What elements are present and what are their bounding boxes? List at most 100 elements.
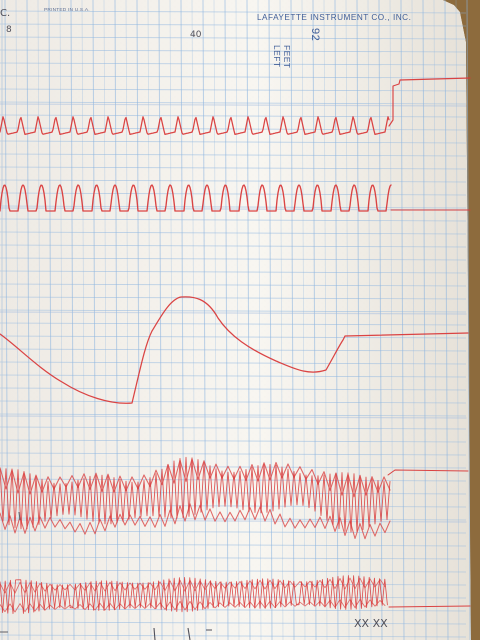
left-label: LEFT: [272, 45, 282, 67]
grid-horizontal-line: [0, 517, 467, 521]
grid-horizontal-line: [0, 140, 467, 144]
grid-vertical-line: [180, 0, 185, 640]
grid-horizontal-line: [0, 257, 467, 261]
grid-horizontal-line: [0, 413, 467, 417]
grid-minor-vertical-line: [147, 0, 152, 640]
grid-minor-vertical-line: [169, 0, 174, 640]
grid-vertical-line: [356, 0, 361, 640]
channel-line: [0, 519, 467, 523]
grid-vertical-line: [466, 0, 471, 640]
grid-horizontal-line: [0, 426, 467, 430]
grid-minor-vertical-line: [257, 0, 262, 640]
grid-horizontal-line: [0, 179, 467, 183]
grid-horizontal-line: [0, 465, 467, 469]
grid-horizontal-line: [0, 88, 467, 92]
manufacturer-label: LAFAYETTE INSTRUMENT CO., INC.: [257, 13, 411, 22]
small-pencil-marks: [0, 511, 21, 633]
grid-horizontal-line: [0, 439, 467, 443]
grid-vertical-line: [400, 0, 405, 640]
grid-minor-vertical-line: [15, 0, 20, 640]
grid-minor-vertical-line: [235, 0, 240, 640]
grid-minor-vertical-line: [59, 0, 64, 640]
grid-horizontal-line: [0, 309, 467, 313]
grid-minor-vertical-line: [345, 0, 350, 640]
grid-vertical-line: [136, 0, 141, 640]
grid-horizontal-line: [0, 10, 467, 14]
printed-note: PRINTED IN U.S.A.: [44, 7, 90, 13]
grid-horizontal-line: [0, 556, 467, 560]
grid-horizontal-line: [0, 244, 467, 248]
grid-horizontal-line: [0, 296, 467, 300]
cardio-band-dense: [0, 456, 391, 533]
bottom-trace-tail: [388, 605, 471, 608]
grid-vertical-line: [268, 0, 273, 640]
pencil-marks: [153, 627, 212, 640]
handwritten-number: 40: [190, 30, 202, 40]
grid-horizontal-line: [0, 36, 467, 40]
bottom-band-top-edge: [0, 577, 386, 594]
channel-line: [0, 103, 467, 107]
grid-vertical-line: [26, 0, 31, 640]
bottom-band-bottom-edge: [0, 598, 386, 613]
table-edge: [443, 0, 480, 640]
cardio-band-top-edge: [0, 458, 391, 498]
grid-vertical-line: [48, 0, 53, 640]
grid-minor-vertical-line: [389, 0, 394, 640]
grid-minor-vertical-line: [279, 0, 284, 640]
grid-vertical-line: [422, 0, 427, 640]
grid-horizontal-line: [0, 23, 467, 27]
grid-horizontal-line: [0, 205, 467, 209]
grid-horizontal-line: [0, 270, 467, 274]
grid-horizontal-line: [0, 374, 467, 378]
skin-response-trace: [0, 296, 469, 404]
grid-vertical-line: [224, 0, 229, 640]
channel-line: [0, 311, 467, 315]
grid-vertical-line: [202, 0, 207, 640]
grid-minor-vertical-line: [411, 0, 416, 640]
grid-vertical-line: [70, 0, 75, 640]
grid-minor-vertical-line: [301, 0, 306, 640]
grid-vertical-line: [4, 0, 9, 640]
grid-minor-vertical-line: [125, 0, 130, 640]
grid-horizontal-line: [0, 634, 467, 638]
upper-respiration-trace: [0, 116, 390, 136]
cardio-band-bottom-edge: [0, 503, 391, 540]
grid-horizontal-line: [0, 218, 467, 222]
grid-minor-vertical-line: [367, 0, 372, 640]
grid-vertical-line: [312, 0, 317, 640]
grid-horizontal-line: [0, 400, 467, 404]
grid-horizontal-line: [0, 283, 467, 287]
grid-vertical-line: [246, 0, 251, 640]
sheet-number: 92: [309, 28, 321, 41]
grid-horizontal-line: [0, 75, 467, 79]
grid-minor-vertical-line: [103, 0, 108, 640]
grid-horizontal-line: [0, 166, 467, 170]
lower-respiration-trace: [0, 184, 392, 212]
grid-horizontal-line: [0, 452, 467, 456]
grid-horizontal-line: [0, 621, 467, 625]
grid-vertical-line: [158, 0, 163, 640]
grid-horizontal-line: [0, 543, 467, 547]
channel-line: [0, 415, 467, 419]
grid-horizontal-line: [0, 101, 467, 105]
grid-horizontal-line: [0, 231, 467, 235]
grid-horizontal-line: [0, 49, 467, 53]
grid-vertical-line: [334, 0, 339, 640]
grid-horizontal-line: [0, 335, 467, 339]
grid-vertical-line: [378, 0, 383, 640]
grid-horizontal-line: [0, 322, 467, 326]
top-left-mark: C.: [0, 8, 10, 19]
bottom-marks: XX XX: [354, 617, 388, 630]
cardio-tail: [387, 469, 469, 476]
grid-vertical-line: [114, 0, 119, 640]
trace-layer: [0, 77, 471, 614]
grid-horizontal-line: [0, 153, 467, 157]
grid-horizontal-line: [0, 569, 467, 573]
grid-horizontal-line: [0, 62, 467, 66]
grid-horizontal-line: [0, 348, 467, 352]
grid-vertical-line: [290, 0, 295, 640]
feet-label: FEET: [282, 45, 292, 68]
grid-horizontal-line: [0, 608, 467, 612]
